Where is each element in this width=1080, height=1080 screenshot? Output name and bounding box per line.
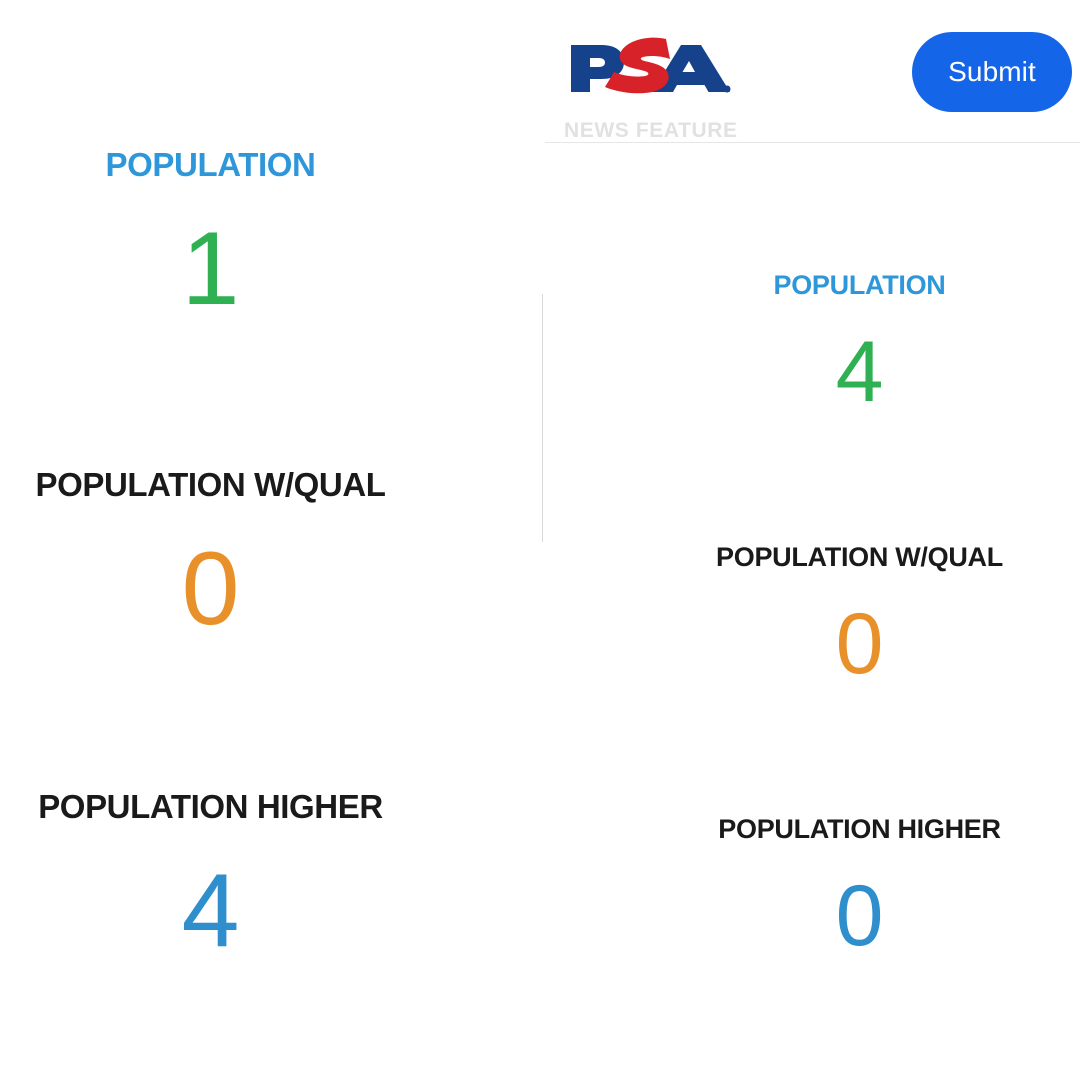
stat-label-population-higher: POPULATION HIGHER <box>38 788 383 825</box>
population-panel-left: POPULATION 1 POPULATION W/QUAL 0 POPULAT… <box>0 146 421 969</box>
stat-label-population: POPULATION <box>773 270 946 300</box>
panel-divider <box>542 294 543 542</box>
stat-label-population-w-qual: POPULATION W/QUAL <box>35 466 386 503</box>
stat-block-population-higher: POPULATION HIGHER 4 <box>0 788 421 969</box>
population-panel-right: Submit NEWS FEATURE POPULATION 4 POPULAT… <box>542 0 1080 1080</box>
psa-logo <box>568 36 733 98</box>
stat-value-population-w-qual: 0 <box>835 596 884 693</box>
submit-button[interactable]: Submit <box>912 32 1072 112</box>
stat-value-population-higher: 0 <box>835 868 884 965</box>
stat-label-population-higher: POPULATION HIGHER <box>718 814 1001 844</box>
stat-block-population-w-qual: POPULATION W/QUAL 0 <box>0 466 421 647</box>
stat-block-population-w-qual: POPULATION W/QUAL 0 <box>642 542 1077 693</box>
stat-value-population-higher: 4 <box>181 852 240 969</box>
stat-value-population: 1 <box>181 210 240 327</box>
stat-value-population-w-qual: 0 <box>181 530 240 647</box>
stat-label-population-w-qual: POPULATION W/QUAL <box>716 542 1003 572</box>
faded-headline-text: NEWS FEATURE <box>564 119 738 142</box>
stat-block-population-higher: POPULATION HIGHER 0 <box>642 814 1077 965</box>
stat-label-population: POPULATION <box>105 146 316 183</box>
stat-value-population: 4 <box>835 324 884 421</box>
stat-block-population: POPULATION 1 <box>0 146 421 327</box>
header-divider <box>545 142 1080 143</box>
app-header: Submit NEWS FEATURE <box>542 0 1080 143</box>
stat-block-population: POPULATION 4 <box>642 270 1077 421</box>
